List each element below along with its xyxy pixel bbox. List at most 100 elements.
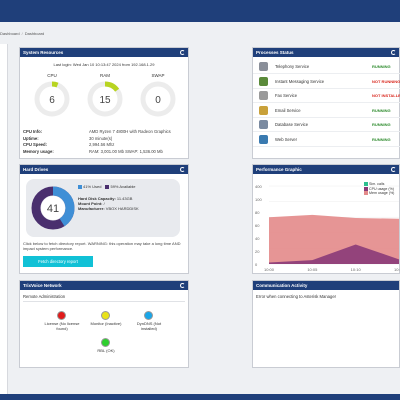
panel-header: Hard Drives	[20, 165, 188, 174]
process-status: RUNNING	[372, 107, 391, 113]
panel-title: Performance Graphic	[256, 167, 302, 172]
gauge-value: 6	[49, 95, 55, 106]
status-indicator-label: License (No license found)	[44, 321, 80, 331]
performance-chart	[269, 185, 399, 265]
gauge-ring: 6	[34, 81, 70, 117]
breadcrumb-item-home[interactable]: Dashboard	[0, 30, 20, 36]
panel-header: Processes Status	[253, 48, 399, 57]
chat-icon	[259, 76, 268, 86]
process-name: Email Service	[275, 107, 301, 113]
system-info-list: CPU Info: AMD Ryzen 7 4800H with Radeon G…	[23, 128, 187, 155]
info-key: Uptime:	[23, 135, 39, 141]
gauge-label: CPU	[47, 73, 57, 78]
refresh-icon[interactable]	[180, 167, 185, 172]
x-tick-label: 10:00	[264, 267, 275, 272]
panel-header: TrixVoice Network	[20, 281, 188, 290]
x-tick-label: 10:15	[394, 267, 400, 272]
disk-legend: 41% Used 59% Available	[78, 184, 136, 189]
y-tick-label: 400	[255, 184, 262, 189]
communication-message: Error when connecting to Asterisk Manage…	[256, 294, 337, 299]
resource-gauges: CPU 6 RAM 15 SWAP 0	[30, 73, 180, 119]
refresh-icon[interactable]	[391, 50, 396, 55]
gauge-arc	[34, 81, 70, 117]
web-server-icon	[259, 134, 268, 144]
process-status: NOT RUNNING	[372, 78, 400, 84]
communication-activity-panel: Communication Activity Error when connec…	[252, 280, 400, 368]
process-name: Telephony Service	[275, 64, 310, 69]
process-name: Fax Service	[275, 93, 298, 98]
trixvoice-network-panel: TrixVoice Network Remote Administration …	[19, 280, 189, 368]
gauge-arc	[87, 81, 123, 117]
hard-drives-panel: Hard Drives 41 41% Used 59% Available Ha…	[19, 164, 189, 274]
y-tick-label: 60	[255, 223, 260, 228]
swap-gauge: SWAP 0	[136, 73, 180, 119]
cpu-gauge: CPU 6	[30, 73, 74, 119]
info-value: 2,994.56 Mhz	[89, 142, 115, 148]
performance-graphic-panel: Performance Graphic 400 100 80 60 40 20 0 10:0…	[252, 164, 400, 274]
ram-gauge: RAM 15	[83, 73, 127, 119]
panel-title: TrixVoice Network	[23, 283, 62, 288]
x-tick-label: 10:05	[307, 267, 318, 272]
info-value: 30 minute(s)	[89, 135, 113, 141]
status-indicator-icon	[144, 311, 153, 320]
process-name: Web Server	[275, 136, 298, 142]
panel-title: System Resources	[23, 50, 64, 55]
gauge-ring: 0	[140, 81, 176, 117]
top-bar	[0, 0, 400, 22]
used-slice	[31, 186, 75, 230]
process-status: NOT INSTALLED	[372, 93, 400, 98]
breadcrumb-separator: /	[21, 30, 23, 36]
left-frame-edge	[0, 44, 8, 394]
info-row: Memory usage: RAM: 3,001.00 Mb SWAP: 1,53…	[23, 148, 187, 155]
process-status: RUNNING	[372, 64, 391, 69]
process-row: Web Server RUNNING	[253, 133, 400, 147]
chart-legend: Sim. calls CPU usage (%) Mem usage (%)	[364, 182, 394, 196]
panel-header: System Resources	[20, 48, 188, 57]
legend-entry: CPU usage (%)	[364, 187, 394, 192]
info-row: CPU Speed: 2,994.56 Mhz	[23, 142, 187, 149]
disk-summary-box: 41 41% Used 59% Available Hard Disk Capa…	[26, 179, 180, 237]
gauge-value: 15	[99, 95, 111, 106]
status-indicator-label: RBL (OK)	[97, 348, 115, 353]
process-row: Database Service RUNNING	[253, 118, 400, 132]
fax-icon	[259, 91, 268, 100]
directory-report-warning: Click below to fetch directory report. W…	[23, 241, 181, 251]
y-tick-label: 80	[255, 210, 260, 215]
info-key: Memory usage:	[23, 149, 54, 155]
info-row: CPU Info: AMD Ryzen 7 4800H with Radeon G…	[23, 128, 187, 135]
status-indicator-label: DynDNS (Not installed)	[136, 321, 162, 331]
status-indicator-icon	[101, 311, 110, 320]
gauge-label: RAM	[100, 73, 110, 78]
refresh-icon[interactable]	[391, 167, 396, 172]
system-resources-panel: System Resources Last login: Wed Jan 10 …	[19, 47, 189, 159]
legend-entry: Sim. calls	[364, 182, 394, 187]
process-status: RUNNING	[372, 136, 391, 142]
info-key: CPU Speed:	[23, 142, 47, 148]
y-tick-label: 20	[255, 249, 260, 254]
database-icon	[259, 120, 268, 129]
last-login-text: Last login: Wed Jan 10 10:13:47 2024 fro…	[53, 62, 155, 67]
x-tick-label: 10:10	[350, 267, 361, 272]
panel-title: Processes Status	[256, 50, 294, 55]
gauge-label: SWAP	[151, 73, 165, 78]
legend-available: 59% Available	[105, 184, 136, 189]
processes-status-panel: Processes Status Telephony Service RUNNIN…	[252, 47, 400, 159]
disk-usage-value: 41	[47, 203, 59, 215]
y-tick-label: 100	[255, 197, 262, 202]
refresh-icon[interactable]	[180, 50, 185, 55]
process-name: Database Service	[275, 122, 309, 127]
info-row: Uptime: 30 minute(s)	[23, 135, 187, 142]
process-row: Fax Service NOT INSTALLED	[253, 89, 400, 103]
gauge-ring: 15	[87, 81, 123, 117]
info-value: AMD Ryzen 7 4800H with Radeon Graphics	[89, 128, 171, 134]
y-tick-label: 0	[255, 262, 258, 267]
fetch-directory-report-button[interactable]: Fetch directory report	[23, 256, 93, 267]
panel-title: Communication Activity	[256, 283, 308, 288]
y-tick-label: 40	[255, 236, 260, 241]
disk-usage-donut: 41	[31, 186, 75, 230]
remote-admin-subtitle: Remote Administration	[23, 294, 185, 302]
status-indicator-label: Monitor (Inactive)	[90, 321, 122, 326]
refresh-icon[interactable]	[180, 283, 185, 288]
breadcrumb: Dashboard / Dashboard	[0, 28, 44, 38]
status-indicator-icon	[101, 338, 110, 347]
